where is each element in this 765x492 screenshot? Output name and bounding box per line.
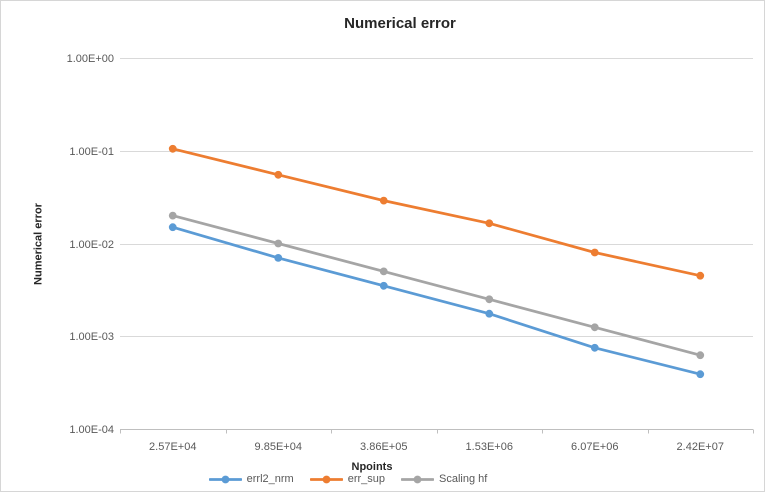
x-tick-label: 2.57E+04 <box>149 441 196 453</box>
data-point <box>379 267 388 276</box>
chart-title: Numerical error <box>344 15 456 32</box>
legend-item-label: Scaling hf <box>439 473 488 485</box>
legend: errl2_nrm err_sup Scaling hf <box>1 473 695 485</box>
legend-marker-icon <box>309 475 343 483</box>
x-tick-label: 6.07E+06 <box>571 441 618 453</box>
data-point <box>590 323 599 332</box>
y-tick-label: 1.00E-04 <box>69 424 114 436</box>
y-tick-label: 1.00E-02 <box>69 239 114 251</box>
data-point <box>274 239 283 248</box>
legend-item-label: err_sup <box>347 473 386 485</box>
y-tick-label: 1.00E-01 <box>69 146 114 158</box>
data-point <box>485 309 494 318</box>
data-point <box>274 254 283 262</box>
data-point <box>379 196 388 205</box>
data-point <box>379 281 388 290</box>
data-point <box>696 271 705 280</box>
y-tick-label: 1.00E+00 <box>67 53 114 65</box>
legend-marker-icon <box>208 475 242 483</box>
series-line-err_sup <box>171 147 702 278</box>
data-point <box>590 343 599 352</box>
x-tick-label: 1.53E+06 <box>466 441 513 453</box>
legend-item-Scaling hf: Scaling hf <box>401 473 487 485</box>
legend-item-errl2_nrm: errl2_nrm <box>208 473 294 485</box>
data-point <box>274 170 283 179</box>
data-point <box>168 223 177 232</box>
data-point <box>696 370 705 379</box>
data-point <box>696 351 705 360</box>
data-point <box>168 211 177 220</box>
x-axis-title: Npoints <box>351 461 393 473</box>
x-tick-label: 3.86E+05 <box>360 441 407 453</box>
x-tick-label: 2.42E+07 <box>677 441 724 453</box>
y-tick-label: 1.00E-03 <box>69 331 114 343</box>
data-point <box>590 248 599 257</box>
data-point <box>485 219 494 228</box>
data-point <box>485 295 494 304</box>
series-line-errl2_nrm <box>171 225 702 376</box>
legend-item-err_sup: err_sup <box>309 473 386 485</box>
legend-item-label: errl2_nrm <box>246 473 294 485</box>
data-point <box>168 144 177 153</box>
legend-marker-icon <box>401 475 435 483</box>
x-tick-label: 9.85E+04 <box>255 441 302 453</box>
series-line-Scaling hf <box>171 214 702 357</box>
